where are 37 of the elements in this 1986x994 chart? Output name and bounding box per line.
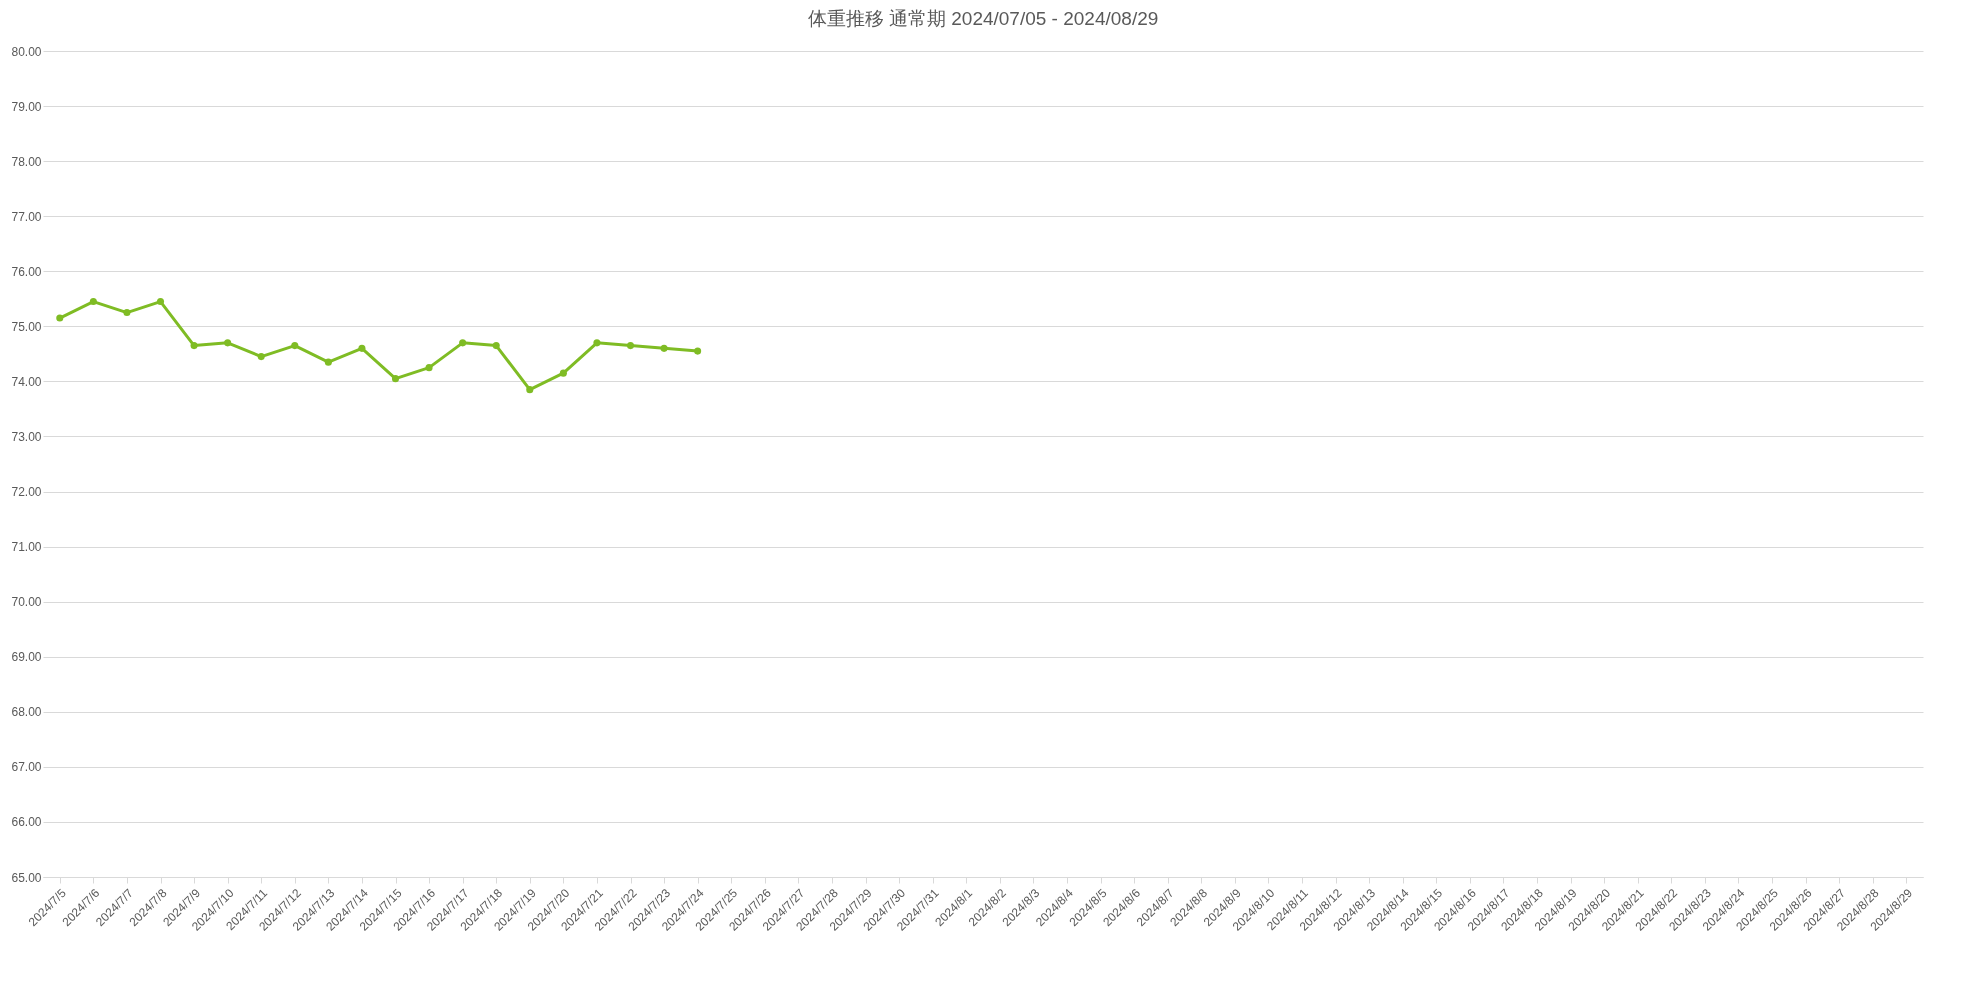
- y-tick-label: 73.00: [11, 429, 42, 444]
- point: [425, 364, 433, 372]
- point: [391, 375, 400, 383]
- y-tick-label: 68.00: [11, 705, 42, 720]
- y-tick-label: 69.00: [11, 650, 42, 665]
- point: [559, 369, 567, 377]
- point: [492, 342, 500, 350]
- point: [224, 339, 232, 347]
- point: [459, 339, 467, 347]
- point: [660, 344, 668, 352]
- chart-title: 体重推移 通常期 2024/07/05 - 2024/08/29: [807, 8, 1159, 29]
- y-tick-label: 67.00: [11, 760, 42, 775]
- y-tick-label: 66.00: [11, 815, 42, 830]
- point: [56, 314, 64, 322]
- point: [626, 342, 635, 350]
- point: [324, 358, 332, 366]
- y-tick-label: 65.00: [11, 870, 42, 885]
- y-tick-label: 71.00: [11, 540, 42, 555]
- point: [190, 342, 198, 350]
- y-tick-label: 80.00: [11, 44, 42, 59]
- y-tick-label: 70.00: [11, 595, 42, 610]
- point: [358, 344, 366, 352]
- y-tick-label: 78.00: [11, 154, 42, 169]
- point: [257, 353, 265, 361]
- point: [694, 347, 702, 355]
- y-tick-label: 79.00: [11, 99, 42, 114]
- point: [123, 309, 131, 317]
- point: [291, 342, 299, 350]
- point: [89, 298, 97, 306]
- y-tick-label: 74.00: [11, 374, 42, 389]
- y-tick-label: 77.00: [11, 209, 42, 224]
- y-tick-label: 76.00: [11, 264, 42, 279]
- point: [593, 339, 601, 347]
- point: [156, 298, 165, 306]
- point: [526, 386, 534, 394]
- y-tick-label: 72.00: [11, 485, 42, 500]
- y-tick-label: 75.00: [11, 319, 42, 334]
